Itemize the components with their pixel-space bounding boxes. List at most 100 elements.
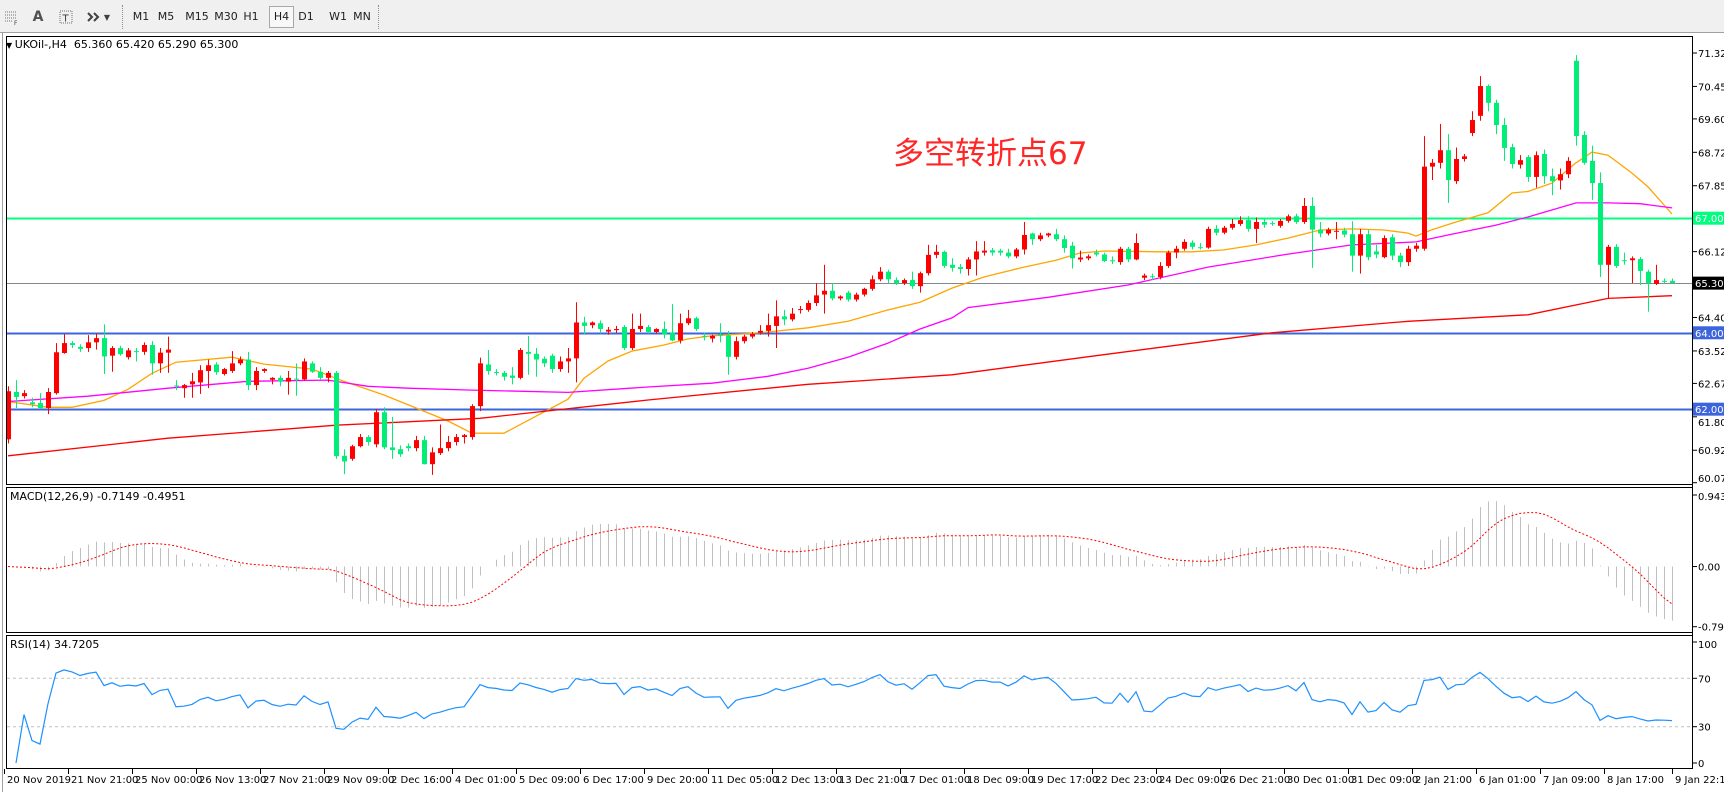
macd-tick-label: 0.9439 bbox=[1698, 492, 1724, 503]
candle-body bbox=[574, 322, 579, 359]
candle-body bbox=[1446, 150, 1451, 181]
candle-body bbox=[262, 369, 267, 371]
candle-bull bbox=[734, 336, 739, 360]
candle-body bbox=[686, 318, 691, 324]
candle-bear bbox=[1102, 252, 1107, 263]
candle-body bbox=[294, 378, 299, 380]
candle-bear bbox=[510, 367, 515, 385]
candle-body bbox=[534, 353, 539, 360]
candle-bull bbox=[374, 409, 379, 448]
candle-bull bbox=[1438, 123, 1443, 169]
text-label-glyph: T bbox=[62, 14, 70, 25]
shapes-icon[interactable] bbox=[84, 7, 104, 27]
candle-bear bbox=[526, 335, 531, 375]
candle-body bbox=[1398, 255, 1403, 263]
collapse-triangle-icon[interactable]: ▼ bbox=[6, 41, 15, 50]
timeframe-d1[interactable]: D1 bbox=[298, 10, 314, 23]
candle-body bbox=[662, 328, 667, 335]
candle-body bbox=[1014, 249, 1019, 257]
candle-body bbox=[726, 335, 731, 357]
timeframe-h1[interactable]: H1 bbox=[243, 10, 259, 23]
price-tick-label: 64.400 bbox=[1698, 314, 1724, 325]
price-axis[interactable]: 71.325 70.450 69.600 68.725 67.850 66.125 64.4… bbox=[1692, 36, 1724, 770]
candle-bull bbox=[1134, 233, 1139, 261]
candle-body bbox=[1566, 160, 1571, 175]
candle-body bbox=[718, 334, 723, 336]
candle-body bbox=[1070, 245, 1075, 259]
candle-body bbox=[1606, 246, 1611, 265]
candle-bull bbox=[1038, 232, 1043, 242]
candle-body bbox=[350, 446, 355, 459]
toolbar: F A T ▼ M1 M5 M15 M30 H1 H4 D1 W1 MN bbox=[0, 0, 1724, 33]
candle-bear bbox=[1214, 225, 1219, 236]
candle-bull bbox=[1166, 250, 1171, 268]
candle-body bbox=[358, 437, 363, 447]
chevron-down-icon[interactable]: ▼ bbox=[103, 12, 111, 22]
candle-bear bbox=[1366, 229, 1371, 261]
candle-body bbox=[526, 351, 531, 354]
candle-bull bbox=[1086, 254, 1091, 261]
candle-body bbox=[342, 455, 347, 462]
timeframe-m5[interactable]: M5 bbox=[157, 10, 175, 23]
candle-bear bbox=[910, 271, 915, 289]
candle-bear bbox=[406, 443, 411, 452]
candle-body bbox=[326, 372, 331, 378]
candle-body bbox=[382, 412, 387, 448]
candle-body bbox=[1078, 257, 1083, 260]
time-tick-label: 11 Dec 05:00 bbox=[711, 775, 778, 786]
horizontal-lines[interactable] bbox=[7, 217, 1692, 411]
timeframe-h4[interactable]: H4 bbox=[269, 6, 294, 28]
candle-bear bbox=[990, 247, 995, 256]
candle-bear bbox=[278, 375, 283, 387]
candle-body bbox=[1390, 237, 1395, 256]
candle-body bbox=[1550, 176, 1555, 182]
candle-bull bbox=[926, 244, 931, 276]
candle-bull bbox=[1302, 197, 1307, 224]
candle-bear bbox=[390, 416, 395, 459]
candle-bull bbox=[1566, 157, 1571, 179]
candle-body bbox=[126, 350, 131, 358]
candle-body bbox=[1094, 252, 1099, 255]
candle-body bbox=[550, 355, 555, 370]
candle-bull bbox=[1654, 264, 1659, 286]
period-separators-icon[interactable]: F bbox=[2, 7, 22, 27]
macd-tick-label: 0.00 bbox=[1698, 563, 1720, 574]
timeframe-mn[interactable]: MN bbox=[353, 10, 371, 23]
timeframe-m1[interactable]: M1 bbox=[132, 10, 150, 23]
candle-body bbox=[14, 391, 19, 397]
time-tick-label: 6 Jan 01:00 bbox=[1479, 775, 1536, 786]
candle-body bbox=[1118, 248, 1123, 263]
candle-body bbox=[846, 292, 851, 300]
candle-bear bbox=[1446, 134, 1451, 203]
candle-bear bbox=[30, 397, 35, 408]
toolbar-separator bbox=[378, 5, 381, 29]
timeframe-m30[interactable]: M30 bbox=[214, 10, 238, 23]
candle-body bbox=[254, 370, 259, 386]
candle-bull bbox=[1206, 226, 1211, 249]
candle-bull bbox=[750, 332, 755, 339]
candle-body bbox=[70, 343, 75, 346]
candle-bull bbox=[1326, 227, 1331, 236]
chart-annotation[interactable]: 多空转折点67 bbox=[893, 136, 1088, 172]
candle-body bbox=[646, 327, 651, 333]
candle-bull bbox=[934, 244, 939, 259]
candle-body bbox=[30, 402, 35, 405]
text-label-icon[interactable]: T bbox=[56, 7, 76, 27]
candle-bull bbox=[22, 390, 27, 399]
candle-bear bbox=[958, 264, 963, 274]
time-tick-label: 6 Dec 17:00 bbox=[583, 775, 644, 786]
rsi-tick-label: 30 bbox=[1698, 723, 1711, 734]
candle-bull bbox=[838, 295, 843, 301]
timeframe-w1[interactable]: W1 bbox=[329, 10, 347, 23]
text-icon[interactable]: A bbox=[32, 9, 44, 25]
timeframe-m15[interactable]: M15 bbox=[185, 10, 209, 23]
candle-body bbox=[982, 250, 987, 253]
candle-body bbox=[38, 403, 43, 409]
price-tick-label: 71.325 bbox=[1698, 49, 1724, 60]
candle-bull bbox=[822, 264, 827, 314]
candle-body bbox=[1590, 160, 1595, 184]
candle-body bbox=[134, 351, 139, 353]
candle-body bbox=[214, 364, 219, 373]
